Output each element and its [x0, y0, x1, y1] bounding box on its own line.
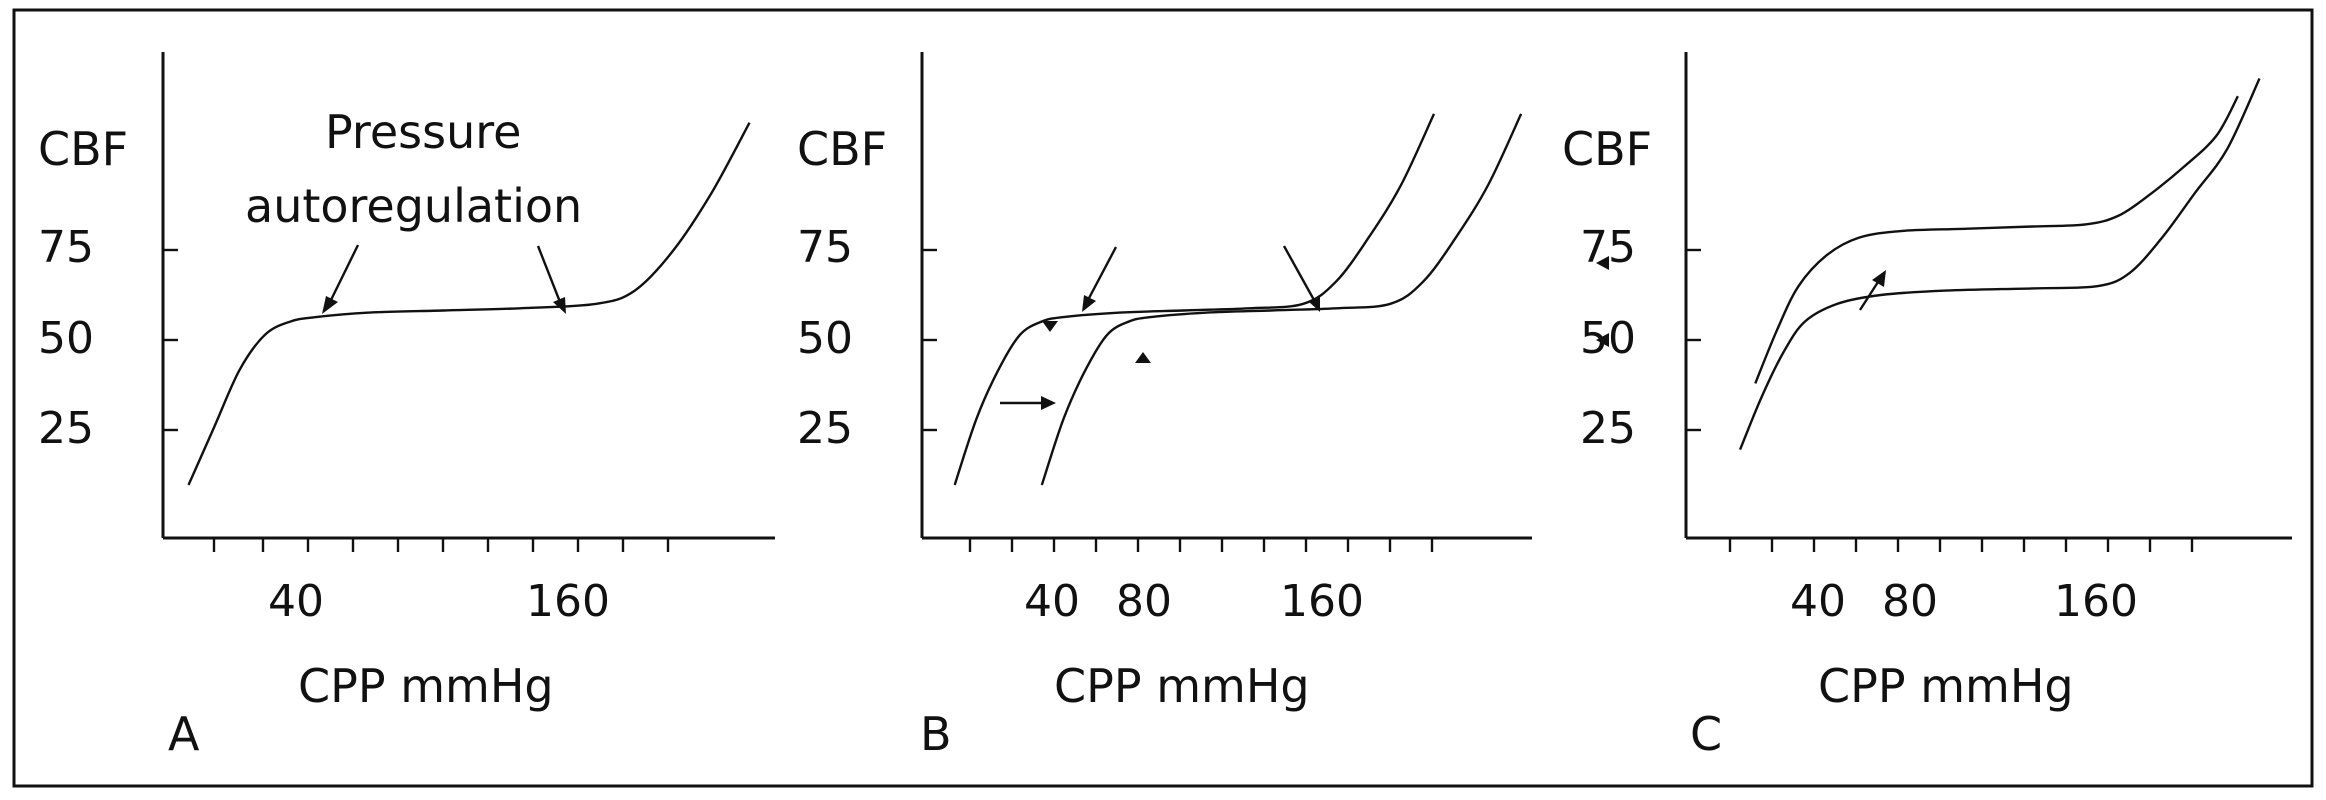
- panel-b-xtick-80: 80: [1116, 576, 1172, 627]
- panel-c-arrow-inner: [1858, 270, 1886, 311]
- panel-b-ytick-50: 50: [797, 313, 853, 364]
- panel-a-ytick-75: 75: [38, 222, 94, 273]
- panel-c: CBF 75 50 25 40 80 160 CPP mmHg C: [1562, 52, 2292, 761]
- panel-b-arrow-down-small: [1042, 321, 1058, 332]
- panel-b-arrow-up-small: [1135, 352, 1151, 363]
- panel-a-ytick-50: 50: [38, 313, 94, 364]
- panel-a-annotation-arrow-right: [536, 245, 566, 314]
- figure-frame: [12, 8, 2314, 788]
- panel-c-left-arrowhead-upper: [1596, 256, 1609, 270]
- panel-a-letter: A: [168, 707, 200, 761]
- panel-c-left-arrowhead-lower: [1596, 333, 1609, 347]
- panel-c-xtick-40: 40: [1790, 576, 1846, 627]
- panel-c-curve-1: [1738, 78, 2261, 451]
- panel-a-xtick-160: 160: [526, 576, 610, 627]
- panel-b-ytick-75: 75: [797, 222, 853, 273]
- panel-b-curve-2: [1040, 113, 1523, 486]
- panel-c-xtick-160: 160: [2054, 576, 2138, 627]
- panel-c-letter: C: [1690, 707, 1722, 761]
- panel-b-ylabel: CBF: [797, 122, 887, 176]
- panel-b-xtick-160: 160: [1280, 576, 1364, 627]
- panel-a-annotation-line1: Pressure: [325, 105, 521, 159]
- panel-c-ylabel: CBF: [1562, 122, 1652, 176]
- panel-c-ytick-25: 25: [1580, 403, 1636, 454]
- panel-b-xtick-40: 40: [1024, 576, 1080, 627]
- panel-a-ylabel: CBF: [38, 122, 128, 176]
- panel-b: CBF 75 50 25 40 80 160 CPP mmHg B: [797, 52, 1532, 761]
- panel-c-xtick-80: 80: [1882, 576, 1938, 627]
- panel-b-xlabel: CPP mmHg: [1054, 659, 1310, 713]
- panel-b-letter: B: [920, 707, 952, 761]
- panel-b-arrow-upper-right: [1282, 245, 1320, 312]
- panel-b-curve-1: [953, 113, 1436, 486]
- panel-c-curve-2: [1754, 95, 2239, 384]
- panel-a-xtick-40: 40: [268, 576, 324, 627]
- panel-b-ytick-25: 25: [797, 403, 853, 454]
- panel-a-ytick-25: 25: [38, 403, 94, 454]
- panel-a-annotation-line2: autoregulation: [245, 179, 582, 233]
- panel-a-xlabel: CPP mmHg: [298, 659, 554, 713]
- panel-a-curve-1: [187, 122, 751, 486]
- panel-b-arrow-upper-left: [1082, 246, 1118, 312]
- panel-a-annotation-arrow-left: [322, 244, 360, 314]
- panel-b-arrow-right: [1000, 396, 1056, 410]
- panel-c-xlabel: CPP mmHg: [1818, 659, 2074, 713]
- curves-layer: [187, 78, 2261, 486]
- panel-a: CBF 75 50 25 40 160 CPP mmHg A Pressure …: [38, 52, 775, 761]
